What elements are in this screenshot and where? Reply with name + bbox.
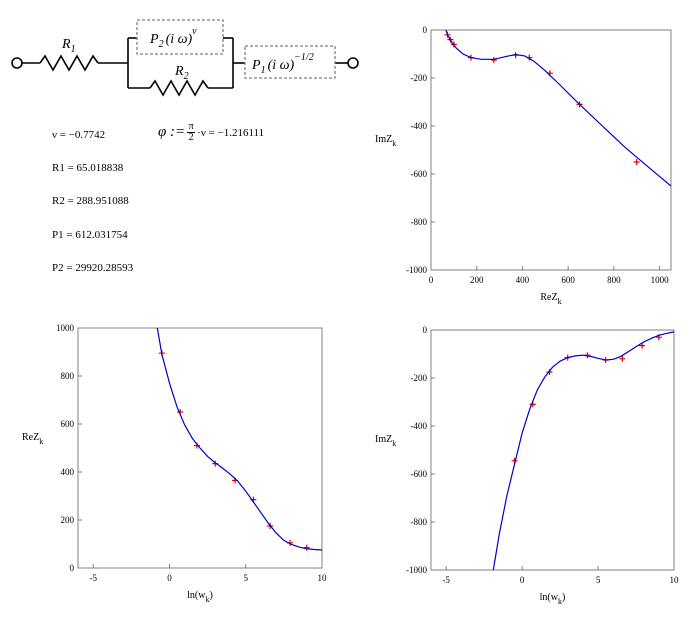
x-tick-label: 0	[520, 575, 525, 585]
x-tick-label: 200	[470, 275, 484, 285]
y-tick-label: 400	[61, 467, 75, 477]
data-point	[619, 355, 626, 362]
fit-curve	[156, 328, 322, 551]
fit-curve	[492, 331, 674, 570]
terminal-right	[347, 57, 359, 69]
y-tick-label: -200	[411, 73, 428, 83]
x-tick-label: 800	[607, 275, 621, 285]
param-phi: φ := π 2 ·ν = −1.216111	[158, 121, 265, 143]
y-tick-label: -400	[411, 121, 428, 131]
param-r2: R2 = 288.951088	[52, 195, 129, 207]
x-tick-label: 400	[516, 275, 530, 285]
x-tick-label: 5	[596, 575, 601, 585]
data-point	[490, 57, 497, 63]
x-tick-label: 600	[561, 275, 575, 285]
y-tick-label: 200	[61, 515, 75, 525]
chart-nyquist: 0 200 400 600 800 1000 0 -200 -400 -600 -800 -1000 R…	[375, 25, 672, 306]
y-tick-label: 0	[70, 563, 75, 573]
x-tick-label: 1000	[651, 275, 670, 285]
x-tick-label: 0	[167, 573, 172, 583]
equivalent-circuit-diagram: R1 R2 P2 (i ω)ν P1 (i ω)−1/2	[11, 19, 359, 97]
param-nu: ν = −0.7742	[52, 129, 106, 141]
r1-label: R1	[61, 37, 76, 55]
chart-real-vs-logfreq: -5 0 5 10 0 200 400 600 800 1000 ln(wk) ReZk	[22, 323, 328, 604]
y-tick-label: -1000	[406, 565, 427, 575]
param-p1: P1 = 612.031754	[52, 229, 128, 241]
y-tick-label: -600	[411, 469, 428, 479]
fit-curve	[445, 30, 671, 187]
x-tick-label: -5	[90, 573, 98, 583]
cpe-p1-label: P1 (i ω)−1/2	[251, 52, 314, 76]
y-tick-label: -1000	[406, 265, 427, 275]
y-axis-label: ReZk	[22, 432, 43, 446]
y-tick-label: -200	[411, 373, 428, 383]
y-tick-label: -600	[411, 169, 428, 179]
y-tick-label: -400	[411, 421, 428, 431]
resistor-r1	[39, 54, 99, 72]
plot-frame	[430, 29, 672, 271]
x-axis-label: ReZk	[540, 292, 561, 306]
y-tick-label: 1000	[56, 323, 75, 333]
x-tick-label: 10	[670, 575, 680, 585]
r2-label: R2	[174, 64, 189, 82]
cpe-p2-label: P2 (i ω)ν	[149, 26, 197, 50]
cpe-p1-box	[244, 45, 336, 79]
param-p2: P2 = 29920.28593	[52, 262, 134, 274]
y-axis-label: ImZk	[375, 134, 396, 148]
x-axis-label: ln(wk)	[187, 590, 213, 604]
chart-imag-vs-logfreq: -5 0 5 10 0 -200 -400 -600 -800 -1000 ln(wk) ImZk	[375, 325, 680, 606]
data-point	[633, 159, 640, 165]
terminal-left	[11, 57, 23, 69]
y-tick-label: 0	[423, 325, 428, 335]
data-point	[303, 544, 310, 551]
x-tick-label: 0	[429, 275, 434, 285]
y-tick-label: 0	[423, 25, 428, 35]
cpe-p2-box	[136, 19, 224, 55]
x-tick-label: -5	[442, 575, 450, 585]
param-r1: R1 = 65.018838	[52, 162, 124, 174]
y-tick-label: 800	[61, 371, 75, 381]
resistor-r2	[149, 79, 209, 97]
x-tick-label: 10	[318, 573, 328, 583]
plot-frame	[77, 327, 323, 569]
y-tick-label: 600	[61, 419, 75, 429]
x-axis-label: ln(wk)	[540, 592, 566, 606]
y-tick-label: -800	[411, 517, 428, 527]
plot-frame	[430, 329, 675, 571]
x-tick-label: 5	[244, 573, 249, 583]
y-axis-label: ImZk	[375, 434, 396, 448]
y-tick-label: -800	[411, 217, 428, 227]
